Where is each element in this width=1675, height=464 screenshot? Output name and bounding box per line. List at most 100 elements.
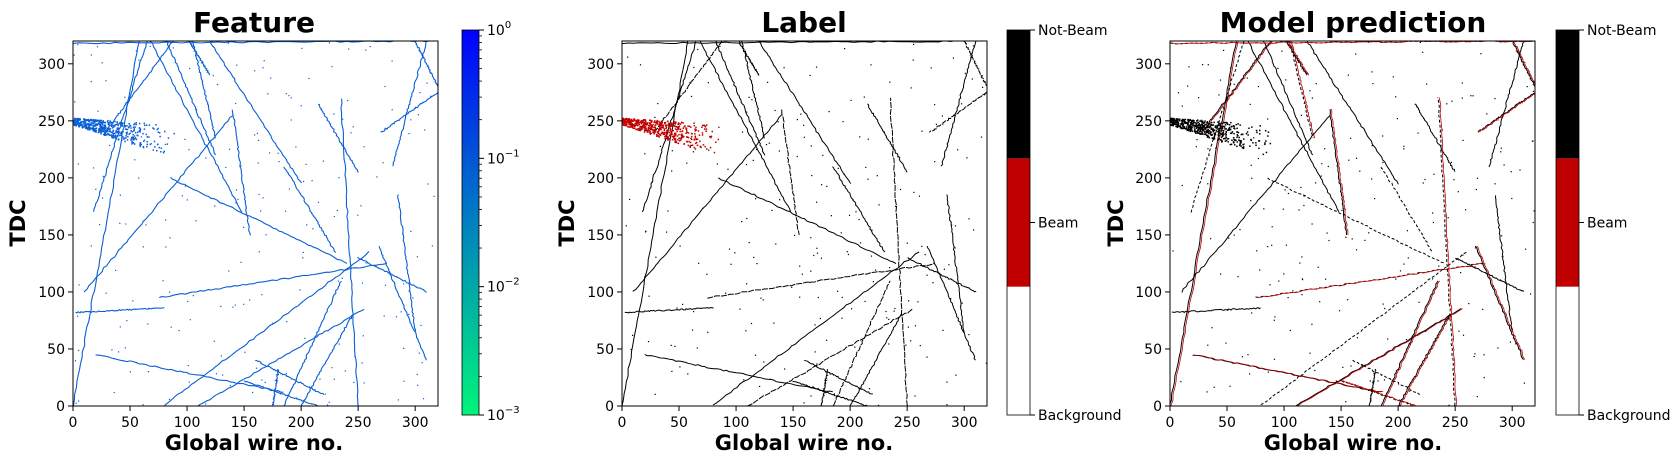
noise-hit: [384, 284, 387, 286]
beam-cluster-hit: [626, 117, 628, 120]
colorbar-category-label: Background: [1587, 408, 1671, 424]
noise-hit: [755, 148, 758, 151]
beam-cluster-hit: [1236, 145, 1238, 148]
noise-hit: [147, 371, 150, 373]
noise-hit: [689, 145, 691, 147]
noise-hit: [1317, 266, 1319, 268]
beam-cluster-hit: [78, 125, 80, 128]
beam-cluster-hit: [106, 121, 109, 123]
y-tick-label: 50: [596, 342, 614, 358]
beam-cluster-hit: [1196, 132, 1199, 134]
noise-hit: [1328, 239, 1330, 242]
beam-cluster-hit: [672, 135, 675, 138]
beam-cluster-hit: [678, 126, 680, 129]
noise-hit: [783, 67, 785, 69]
track-line: [632, 114, 783, 292]
noise-hit: [971, 78, 973, 80]
beam-cluster-hit: [153, 128, 155, 130]
beam-cluster-hit: [1200, 119, 1203, 122]
noise-hit: [719, 45, 721, 47]
noise-hit: [384, 85, 386, 88]
beam-cluster-hit: [152, 149, 155, 151]
beam-cluster-hit: [704, 145, 706, 148]
beam-cluster-hit: [95, 120, 97, 122]
y-tick-label: 100: [1135, 285, 1162, 301]
beam-cluster-hit: [83, 119, 85, 121]
noise-hit: [1207, 148, 1209, 150]
noise-hit: [811, 175, 813, 177]
beam-cluster-hit: [682, 122, 684, 124]
colorbar-segment: [1556, 158, 1579, 287]
beam-cluster-hit: [636, 122, 638, 124]
beam-cluster-hit: [127, 126, 130, 129]
noise-hit: [1500, 147, 1502, 149]
noise-hit: [1195, 146, 1197, 148]
panel-title-feature: Feature: [193, 6, 315, 39]
noise-hit: [870, 255, 873, 257]
noise-hit: [784, 368, 786, 370]
noise-hit: [119, 194, 121, 196]
noise-hit: [1181, 184, 1183, 187]
noise-hit: [741, 221, 743, 223]
track-line: [718, 177, 897, 264]
beam-cluster-hit: [680, 123, 682, 125]
beam-cluster-hit: [92, 130, 95, 132]
noise-hit: [422, 398, 425, 400]
beam-cluster-hit: [665, 127, 667, 129]
noise-hit: [78, 400, 80, 402]
beam-cluster-hit: [690, 137, 692, 140]
beam-cluster-hit: [1235, 123, 1238, 126]
x-tick-label: 0: [1166, 415, 1175, 431]
noise-hit: [1395, 96, 1397, 98]
beam-cluster-hit: [116, 121, 118, 123]
noise-hit: [1311, 323, 1313, 325]
beam-cluster-hit: [123, 137, 126, 139]
beam-cluster-hit: [1228, 124, 1231, 126]
beam-cluster-hit: [690, 126, 692, 128]
beam-cluster-hit: [95, 123, 97, 125]
noise-hit: [1213, 386, 1215, 388]
noise-hit: [302, 251, 304, 253]
beam-cluster-hit: [1175, 118, 1178, 120]
beam-cluster-hit: [671, 131, 673, 134]
track-line: [1437, 97, 1456, 406]
beam-cluster-hit: [1239, 144, 1241, 147]
track-line: [170, 176, 348, 264]
track-line: [1510, 41, 1535, 87]
noise-hit: [1298, 209, 1300, 211]
beam-cluster-hit: [116, 131, 118, 134]
plot-frame-label: [621, 40, 988, 407]
beam-cluster-hit: [633, 127, 636, 129]
noise-hit: [249, 299, 251, 301]
noise-hit: [258, 193, 260, 196]
noise-hit: [311, 180, 313, 182]
beam-cluster-hit: [1211, 124, 1213, 126]
beam-cluster-hit: [115, 129, 117, 132]
noise-hit: [934, 161, 936, 163]
noise-hit: [765, 144, 768, 146]
beam-cluster-hit: [1223, 121, 1226, 124]
noise-hit: [150, 143, 152, 145]
beam-cluster-hit: [114, 134, 117, 136]
beam-cluster-hit: [1220, 136, 1223, 138]
beam-cluster-hit: [1201, 127, 1203, 129]
beam-cluster-hit: [1236, 136, 1238, 139]
noise-hit: [1533, 210, 1535, 212]
noise-hit: [1351, 238, 1353, 240]
beam-cluster-hit: [1217, 132, 1220, 134]
beam-cluster-hit: [94, 121, 96, 123]
beam-cluster-hit: [83, 126, 86, 128]
noise-hit: [1483, 354, 1485, 356]
beam-cluster-hit: [146, 143, 148, 146]
noise-hit: [164, 143, 166, 146]
beam-cluster-hit: [1222, 138, 1225, 140]
noise-hit: [97, 110, 99, 112]
noise-hit: [1356, 337, 1358, 339]
y-tick-label: 150: [38, 228, 65, 244]
noise-hit: [769, 378, 771, 380]
noise-hit: [260, 210, 262, 212]
beam-cluster-hit: [87, 123, 90, 125]
x-tick-label: 50: [121, 415, 139, 431]
beam-cluster-hit: [1204, 124, 1206, 126]
beam-cluster-hit: [694, 128, 696, 130]
